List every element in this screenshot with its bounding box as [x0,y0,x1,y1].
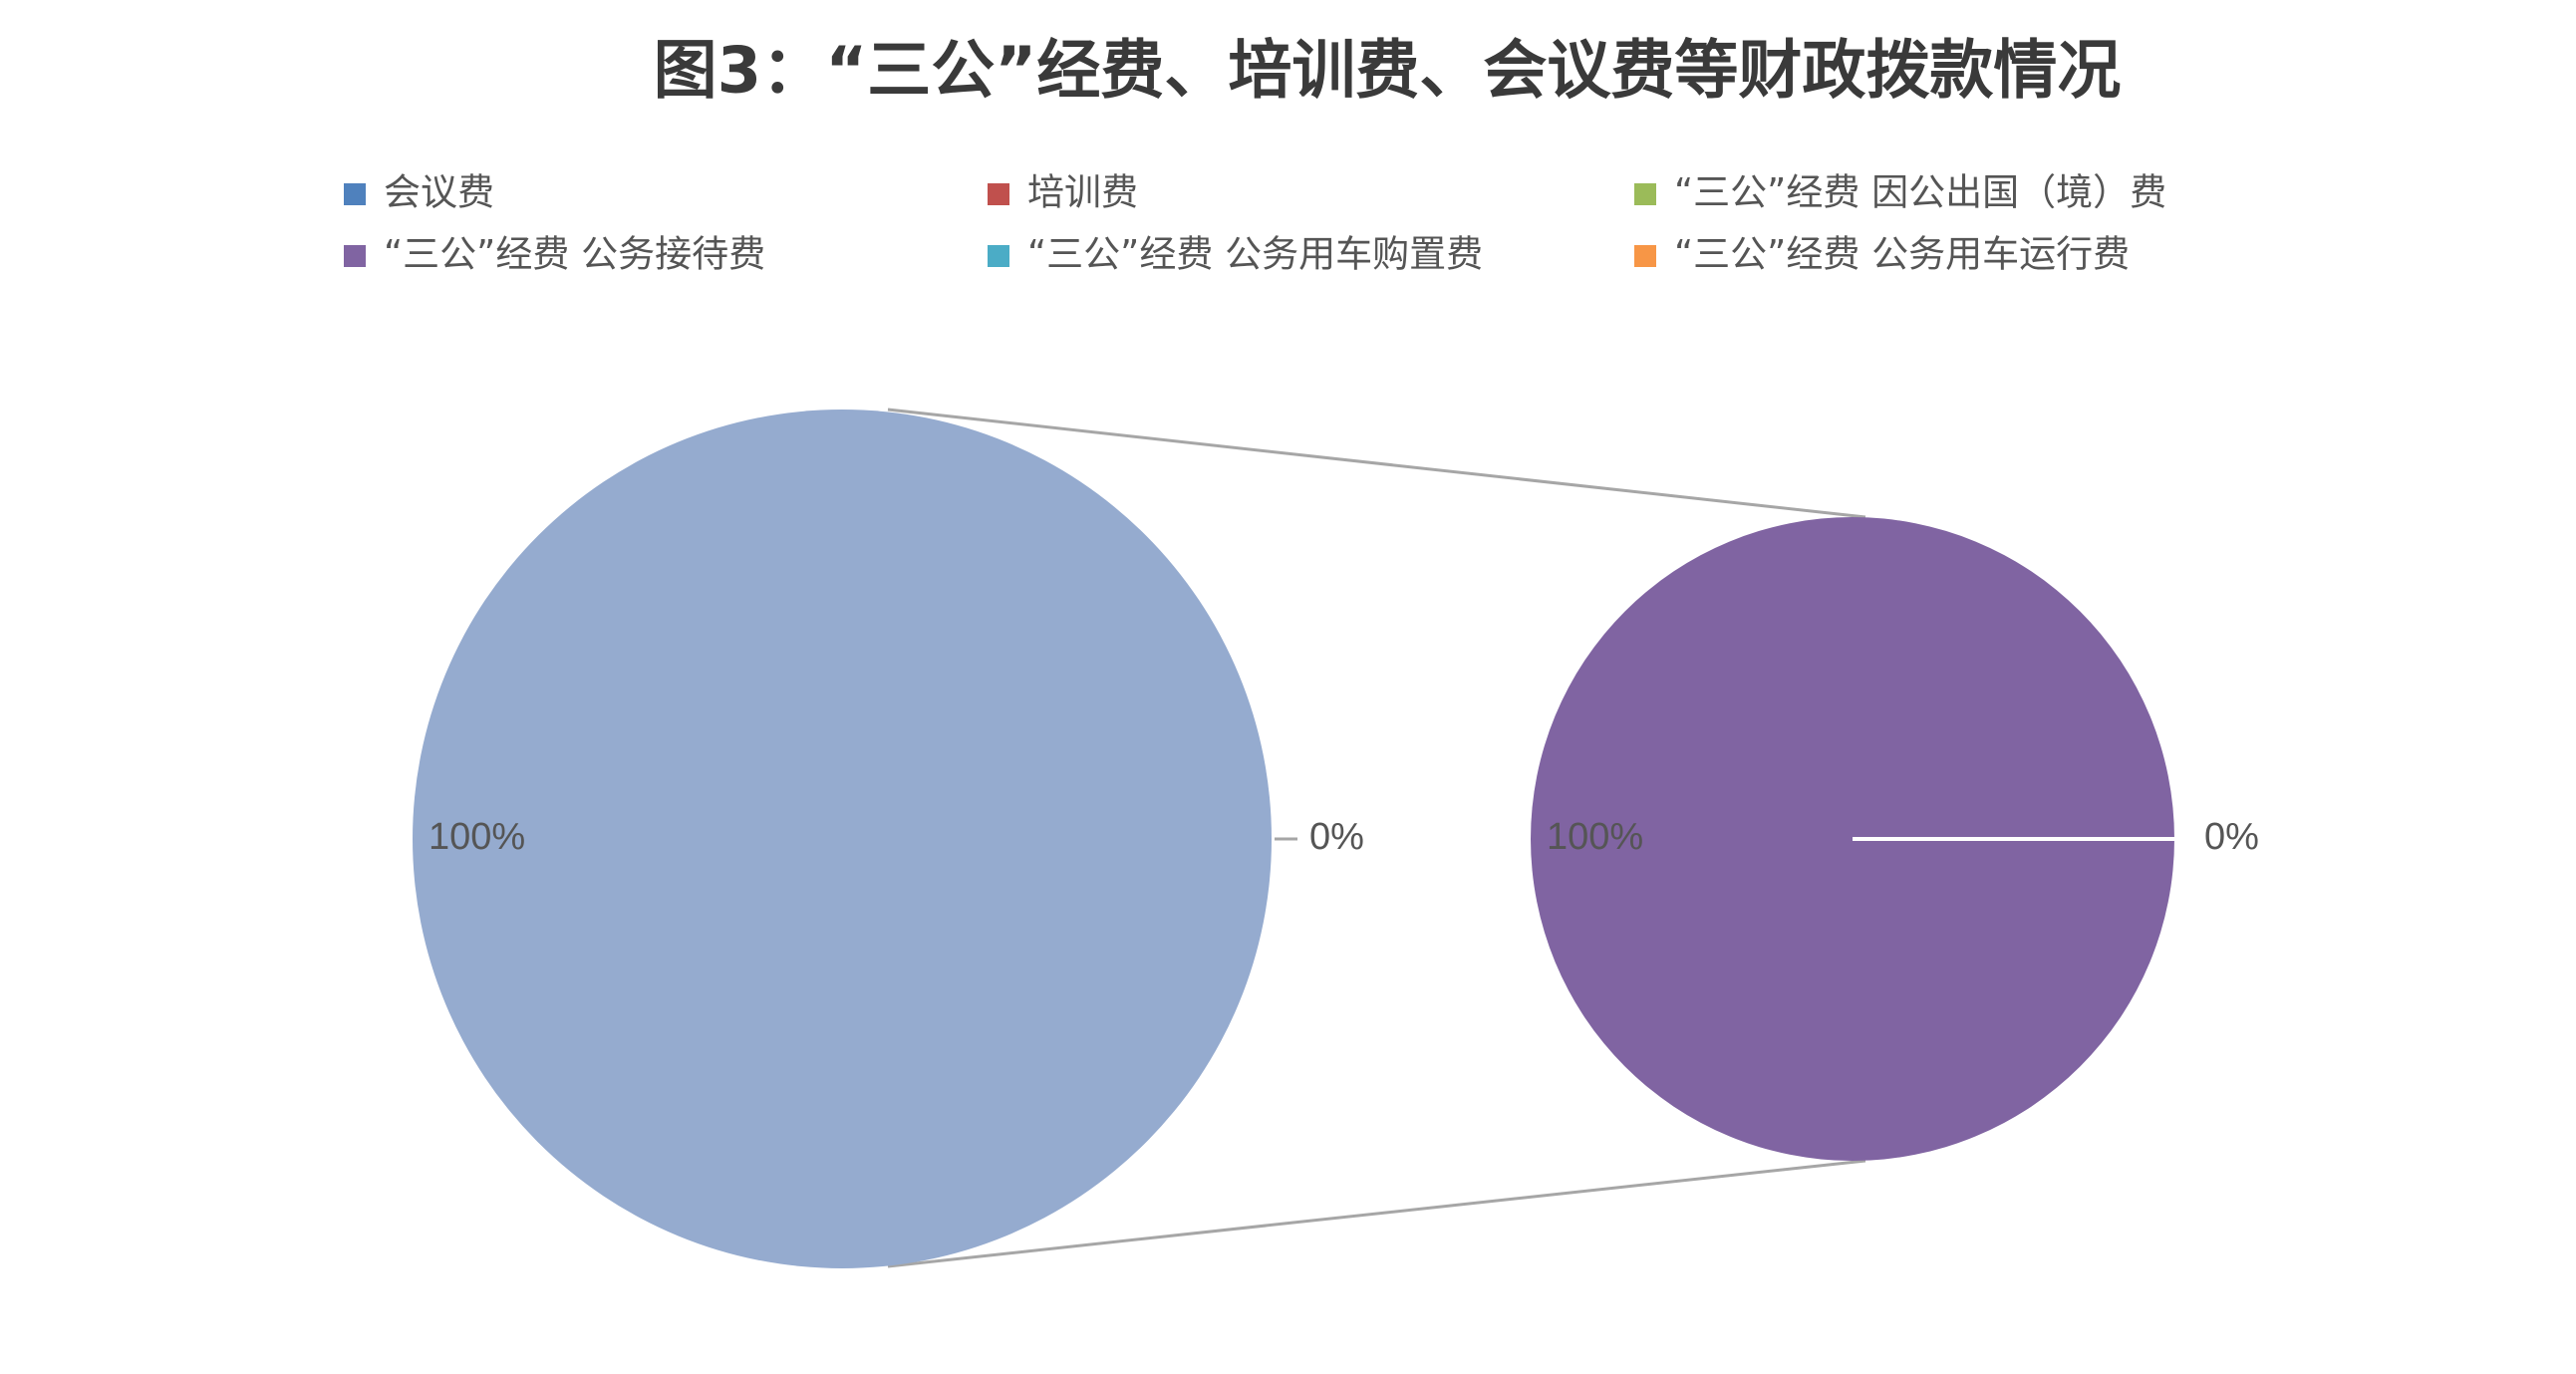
data-label: 0% [1309,816,1364,858]
pie-slice [413,410,1272,1268]
data-label: 100% [1547,816,1643,858]
legend-marker [344,183,366,205]
legend-label: 会议费 [384,171,494,214]
legend-label: “三公”经费 公务用车购置费 [1027,233,1483,276]
legend-marker [988,245,1009,267]
data-label: 100% [429,816,525,858]
connector-line [887,408,1866,519]
legend-marker [344,245,366,267]
chart-title: 图3：“三公”经费、培训费、会议费等财政拨款情况 [654,35,2122,109]
legend-marker [988,183,1009,205]
legend-label: “三公”经费 公务接待费 [384,233,765,276]
connector-line [887,1159,1866,1268]
legend-marker [1634,245,1656,267]
legend-label: 培训费 [1027,171,1138,214]
data-label: 0% [2204,816,2259,858]
legend-label: “三公”经费 因公出国（境）费 [1674,171,2166,214]
legend-marker [1634,183,1656,205]
legend-label: “三公”经费 公务用车运行费 [1674,233,2130,276]
